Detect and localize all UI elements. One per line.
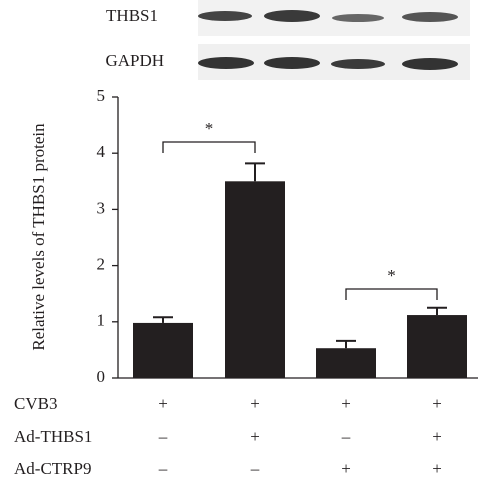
condition-label: CVB3: [14, 394, 57, 413]
y-tick-label: 1: [97, 311, 106, 330]
significance-label: *: [387, 266, 396, 285]
y-tick-label: 0: [97, 367, 106, 386]
blot-image: [198, 0, 470, 80]
bar: [133, 322, 193, 378]
condition-sign: –: [158, 427, 168, 446]
condition-label: Ad-CTRP9: [14, 459, 91, 478]
y-tick-label: 5: [97, 86, 106, 105]
condition-sign: +: [250, 394, 260, 413]
error-bar: [245, 162, 265, 182]
y-tick-label: 2: [97, 255, 106, 274]
y-axis-label: Relative levels of THBS1 protein: [29, 123, 48, 351]
significance-bracket: [345, 288, 438, 300]
bar: [407, 315, 467, 378]
significance-bracket: [162, 141, 256, 153]
significance-label: *: [205, 119, 214, 138]
condition-sign: –: [341, 427, 351, 446]
y-tick-label: 4: [97, 142, 106, 161]
condition-sign: +: [341, 459, 351, 478]
y-tick-label: 3: [97, 198, 106, 217]
blot-label: THBS1: [106, 6, 158, 25]
bar: [225, 181, 285, 378]
error-bar: [427, 306, 447, 316]
condition-sign: +: [432, 459, 442, 478]
condition-sign: +: [341, 394, 351, 413]
blot-label: GAPDH: [105, 51, 164, 70]
condition-sign: –: [250, 459, 260, 478]
condition-sign: –: [158, 459, 168, 478]
bar: [316, 348, 376, 378]
condition-sign: +: [432, 427, 442, 446]
error-bar: [336, 339, 356, 349]
condition-label: Ad-THBS1: [14, 427, 92, 446]
condition-sign: +: [158, 394, 168, 413]
error-bar: [153, 316, 173, 323]
condition-sign: +: [250, 427, 260, 446]
condition-sign: +: [432, 394, 442, 413]
